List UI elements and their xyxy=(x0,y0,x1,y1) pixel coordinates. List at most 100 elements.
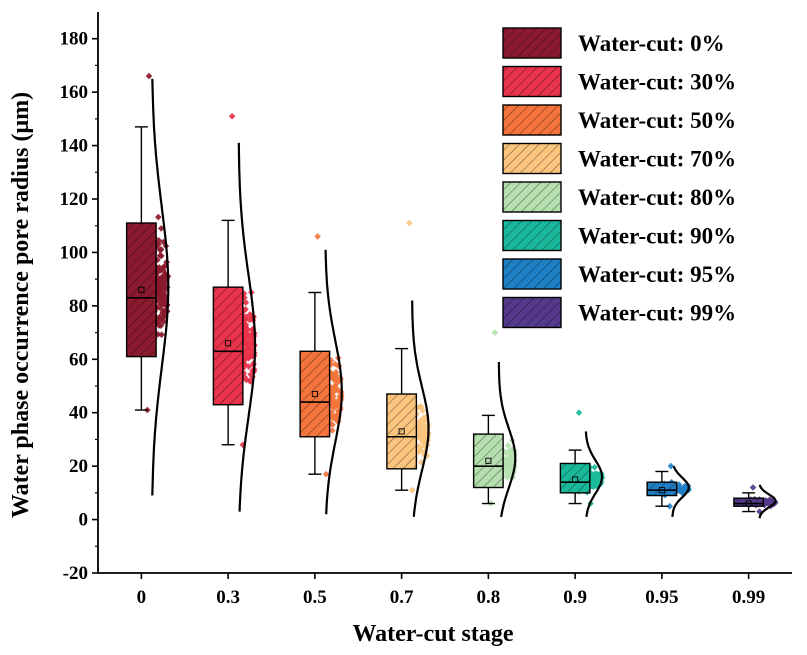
data-point xyxy=(417,444,424,451)
data-point xyxy=(333,412,340,419)
data-point xyxy=(247,371,254,378)
data-point xyxy=(155,276,163,284)
data-point xyxy=(161,298,169,305)
box-iqr xyxy=(299,350,331,438)
data-point xyxy=(575,409,583,416)
data-point xyxy=(408,486,416,494)
x-tick-label: 0.3 xyxy=(216,587,240,608)
data-point xyxy=(240,369,248,377)
box-iqr xyxy=(386,393,418,470)
data-point xyxy=(418,422,425,430)
data-point xyxy=(332,376,339,383)
data-point xyxy=(158,331,165,338)
data-point xyxy=(240,290,248,297)
data-point xyxy=(249,338,256,346)
data-point xyxy=(417,417,424,424)
box-iqr xyxy=(472,433,504,489)
mean-marker xyxy=(398,428,405,435)
data-point xyxy=(157,305,164,312)
data-point xyxy=(246,377,253,384)
data-point xyxy=(160,264,167,271)
y-tick-label: 20 xyxy=(69,456,88,477)
density-curve xyxy=(497,362,517,518)
data-point xyxy=(330,371,338,379)
x-tick-label: 0.7 xyxy=(390,587,414,608)
y-tick-label: 160 xyxy=(60,82,89,103)
y-tick-label: 140 xyxy=(60,136,89,157)
data-point xyxy=(666,502,673,510)
data-point xyxy=(228,112,236,120)
data-point xyxy=(245,363,252,370)
mean-marker xyxy=(225,340,232,347)
data-point xyxy=(595,477,602,485)
data-point xyxy=(327,361,334,368)
data-point xyxy=(330,383,338,390)
data-point xyxy=(158,285,166,292)
data-point xyxy=(145,72,153,80)
x-tick-label: 0.99 xyxy=(732,587,765,608)
data-point xyxy=(589,477,596,484)
data-point xyxy=(327,357,335,364)
legend-swatch xyxy=(502,104,562,136)
data-point xyxy=(680,485,688,493)
data-point xyxy=(249,353,256,360)
data-point xyxy=(157,322,165,329)
data-point xyxy=(314,233,321,240)
data-point xyxy=(503,464,510,471)
legend-label: Water-cut: 80% xyxy=(578,185,736,210)
data-point xyxy=(160,280,167,288)
y-axis-title: Water phase occurrence pore radius (μm) xyxy=(8,92,34,518)
data-point xyxy=(242,376,250,384)
y-tick-label: 40 xyxy=(69,403,88,424)
legend-swatch xyxy=(502,181,562,213)
data-point xyxy=(160,294,168,301)
data-point xyxy=(245,354,252,362)
y-tick-label: -20 xyxy=(63,563,88,584)
data-point xyxy=(248,333,256,341)
data-point xyxy=(160,288,168,296)
x-tick-label: 0.8 xyxy=(477,587,501,608)
data-point xyxy=(419,407,426,414)
data-point xyxy=(242,299,250,306)
mean-marker xyxy=(311,390,318,398)
y-tick-label: 120 xyxy=(60,189,89,210)
box-iqr xyxy=(646,481,678,497)
data-point xyxy=(245,345,252,352)
legend-label: Water-cut: 70% xyxy=(578,147,736,172)
density-curve xyxy=(758,484,777,519)
density-curve xyxy=(324,249,343,515)
density-curve xyxy=(671,465,690,517)
data-point xyxy=(242,313,250,321)
data-point xyxy=(246,349,254,356)
x-tick-label: 0.5 xyxy=(303,587,327,608)
y-tick-label: 0 xyxy=(79,510,89,531)
data-point xyxy=(242,328,249,336)
density-curve xyxy=(151,78,170,496)
data-point xyxy=(417,431,424,439)
mean-marker xyxy=(745,500,752,507)
y-tick-label: 80 xyxy=(69,296,88,317)
mean-marker xyxy=(572,476,579,483)
data-point xyxy=(327,392,334,399)
data-point xyxy=(155,213,162,221)
legend-swatch xyxy=(502,27,562,59)
legend-swatch xyxy=(502,65,562,98)
data-point xyxy=(162,271,169,278)
data-point xyxy=(504,442,512,449)
data-point xyxy=(504,457,511,464)
data-point xyxy=(504,449,512,456)
mean-marker xyxy=(485,457,492,464)
legend-label: Water-cut: 30% xyxy=(578,70,736,95)
legend-label: Water-cut: 95% xyxy=(578,262,736,287)
x-tick-label: 0 xyxy=(137,587,147,608)
legend-label: Water-cut: 99% xyxy=(578,301,736,326)
legend-label: Water-cut: 50% xyxy=(578,108,736,133)
data-point xyxy=(155,240,162,248)
data-point xyxy=(333,417,341,424)
data-point xyxy=(242,306,249,313)
legend-swatch xyxy=(502,296,562,329)
data-point xyxy=(245,333,252,341)
data-point xyxy=(418,458,425,466)
data-point xyxy=(329,421,336,428)
box-iqr xyxy=(125,222,157,358)
